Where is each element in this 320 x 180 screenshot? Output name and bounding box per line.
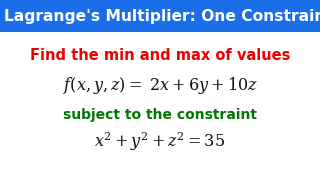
Text: subject to the constraint: subject to the constraint (63, 108, 257, 122)
Text: Find the min and max of values: Find the min and max of values (30, 48, 290, 62)
Bar (0, 0, 320, 32)
Text: $x^2 + y^2 + z^2 = 35$: $x^2 + y^2 + z^2 = 35$ (94, 131, 226, 153)
Text: Lagrange's Multiplier: One Constraint: Lagrange's Multiplier: One Constraint (4, 8, 320, 24)
Text: $f(x, y, z) = \ 2x + 6y + 10z$: $f(x, y, z) = \ 2x + 6y + 10z$ (62, 75, 258, 96)
